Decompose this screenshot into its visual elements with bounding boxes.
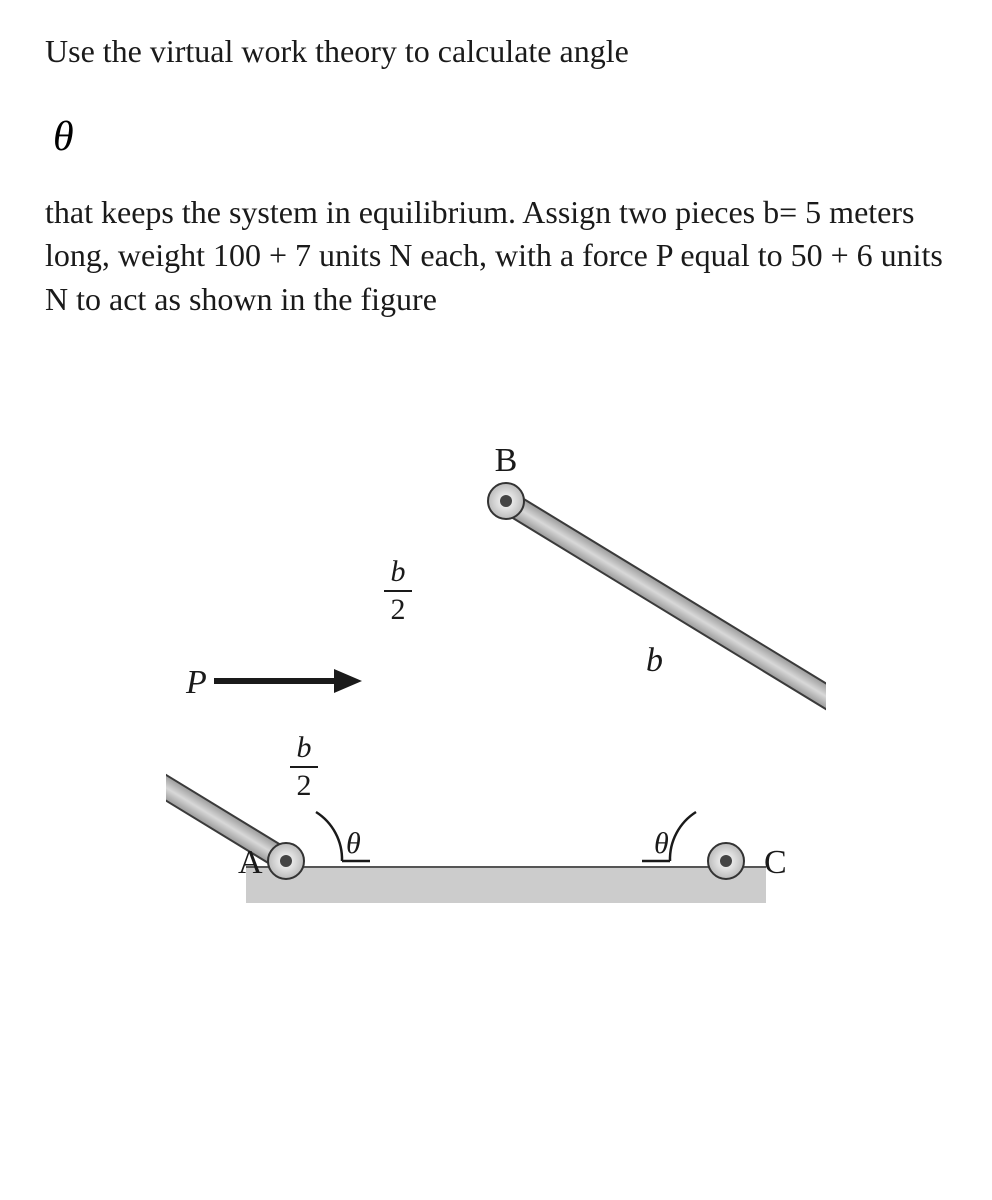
- problem-line-1: Use the virtual work theory to calculate…: [45, 30, 947, 73]
- ground: [246, 867, 766, 903]
- pin-b: [488, 483, 524, 519]
- label-theta-c: θ: [654, 827, 669, 860]
- label-b-half-lower: b 2: [290, 731, 318, 802]
- pin-c: [708, 843, 744, 879]
- label-a: A: [238, 844, 263, 881]
- figure-container: B A C P b b 2 b 2 θ θ: [45, 421, 947, 981]
- svg-text:b: b: [297, 731, 312, 764]
- bar-bc: [491, 486, 826, 736]
- label-theta-a: θ: [346, 827, 361, 860]
- angle-arc-c: [642, 812, 696, 861]
- svg-text:2: 2: [297, 769, 312, 802]
- angle-arc-a: [316, 812, 370, 861]
- pin-a: [268, 843, 304, 879]
- label-p: P: [185, 664, 207, 701]
- label-c: C: [764, 844, 787, 881]
- label-b-half-upper: b 2: [384, 555, 412, 626]
- label-b-top: B: [495, 442, 518, 479]
- force-p-arrow: [214, 669, 362, 693]
- theta-variable: θ: [53, 113, 947, 161]
- problem-line-2: that keeps the system in equilibrium. As…: [45, 191, 947, 321]
- label-b-right: b: [646, 642, 663, 679]
- svg-text:2: 2: [391, 593, 406, 626]
- svg-text:b: b: [391, 555, 406, 588]
- mechanics-diagram: B A C P b b 2 b 2 θ θ: [166, 421, 826, 981]
